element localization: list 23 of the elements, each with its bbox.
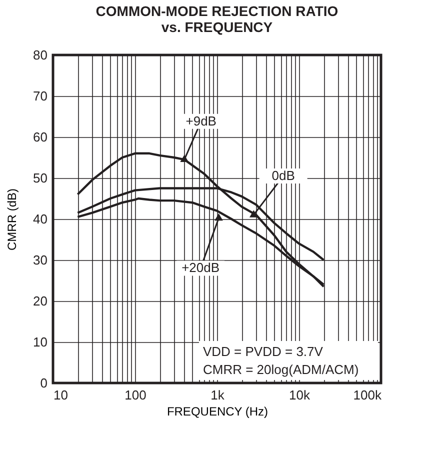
x-tick-label: 100 [124, 388, 146, 402]
x-tick-label: 10 [54, 388, 68, 402]
text: vs. FREQUENCY [161, 19, 273, 35]
text: COMMON-MODE REJECTION RATIO [96, 3, 338, 19]
y-tick-label: 30 [33, 252, 48, 268]
annotation: +9dB [186, 113, 216, 128]
y-axis-title: CMRR (dB) [5, 188, 20, 250]
x-tick-label: 10k [289, 388, 310, 402]
y-tick-label: 20 [33, 294, 48, 308]
y-tick-label: 80 [33, 48, 48, 62]
y-tick-label: 60 [33, 130, 48, 144]
annotation: CMRR = 20log(ADM/ACM) [203, 362, 359, 377]
annotation: +20dB [182, 260, 220, 276]
x-tick-label: 100k [353, 388, 382, 402]
y-tick-label: 10 [33, 334, 48, 350]
x-axis-title: FREQUENCY (Hz) [166, 404, 268, 418]
y-tick-label: 70 [33, 88, 48, 104]
y-tick-label: 50 [33, 170, 48, 186]
x-tick-label: 1k [210, 388, 225, 402]
y-tick-label: 40 [33, 212, 48, 226]
annotation: VDD = PVDD = 3.7V [203, 344, 324, 359]
y-tick-label: 0 [40, 376, 48, 390]
annotation: 0dB [272, 168, 295, 183]
